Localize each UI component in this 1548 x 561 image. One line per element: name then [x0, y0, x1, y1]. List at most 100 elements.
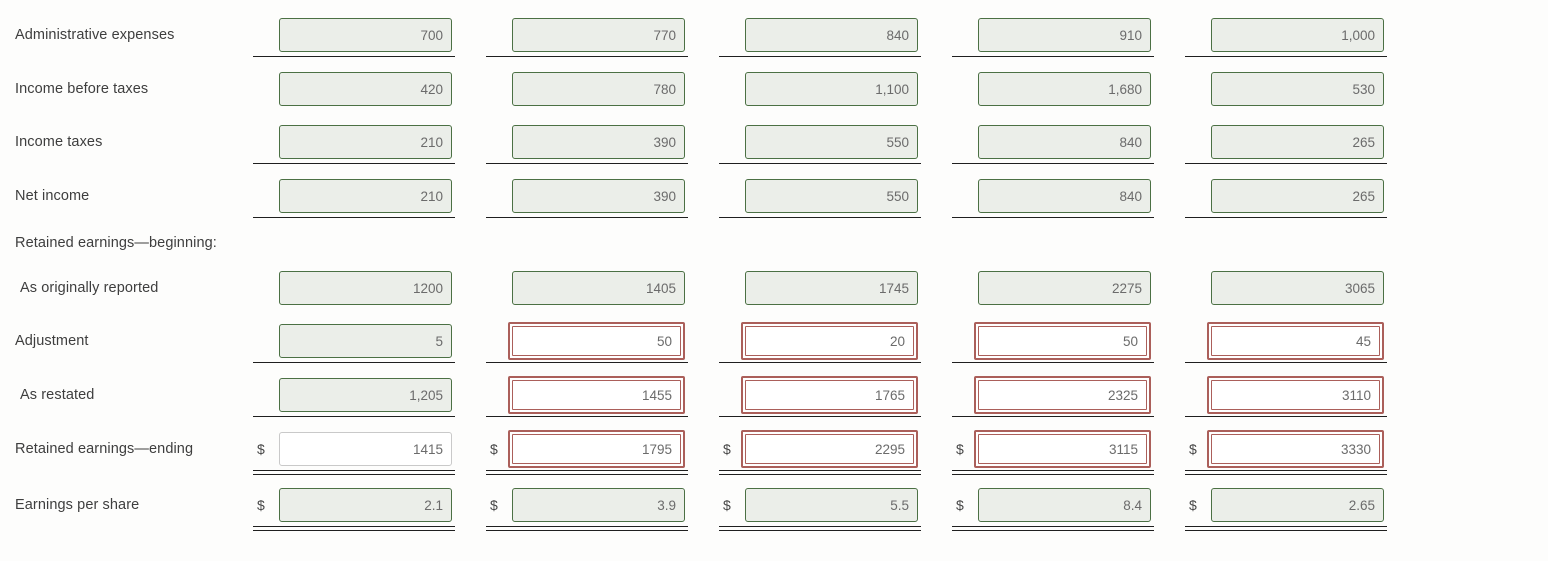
cell-adjustment-col3: [719, 322, 921, 363]
input-net-income-col4[interactable]: [978, 179, 1151, 213]
dollar-sign: $: [723, 497, 731, 513]
cell-income-taxes-col4: [952, 123, 1154, 164]
cell-income-before-taxes-col2: [486, 70, 688, 108]
input-income-before-taxes-col3[interactable]: [745, 72, 918, 106]
cell-net-income-col1: [253, 177, 455, 218]
input-income-taxes-col2[interactable]: [512, 125, 685, 159]
input-as-originally-reported-col2[interactable]: [512, 271, 685, 305]
label-adjustment: Adjustment: [15, 333, 89, 349]
dollar-sign: $: [1189, 497, 1197, 513]
cell-as-originally-reported-col5: [1185, 269, 1387, 307]
cell-adjustment-col4: [952, 322, 1154, 363]
input-as-restated-col2[interactable]: [512, 380, 681, 410]
input-net-income-col5[interactable]: [1211, 179, 1384, 213]
dollar-sign: $: [490, 441, 498, 457]
incorrect-answer-outline: [741, 430, 918, 468]
cell-retained-earnings-ending-col3: $: [719, 430, 921, 475]
label-earnings-per-share: Earnings per share: [15, 497, 140, 513]
input-adjustment-col3[interactable]: [745, 326, 914, 356]
input-retained-earnings-ending-col4[interactable]: [978, 434, 1147, 464]
input-as-originally-reported-col4[interactable]: [978, 271, 1151, 305]
input-administrative-expenses-col1[interactable]: [279, 18, 452, 52]
cell-retained-earnings-ending-col5: $: [1185, 430, 1387, 475]
input-income-before-taxes-col5[interactable]: [1211, 72, 1384, 106]
input-as-restated-col4[interactable]: [978, 380, 1147, 410]
input-adjustment-col2[interactable]: [512, 326, 681, 356]
input-retained-earnings-ending-col3[interactable]: [745, 434, 914, 464]
input-net-income-col1[interactable]: [279, 179, 452, 213]
input-income-taxes-col4[interactable]: [978, 125, 1151, 159]
input-income-taxes-col1[interactable]: [279, 125, 452, 159]
input-retained-earnings-ending-col2[interactable]: [512, 434, 681, 464]
cell-income-before-taxes-col5: [1185, 70, 1387, 108]
row-as-restated: As restated: [0, 376, 1418, 417]
cell-administrative-expenses-col5: [1185, 16, 1387, 57]
cell-as-originally-reported-col4: [952, 269, 1154, 307]
row-income-taxes: Income taxes: [0, 123, 1418, 164]
input-as-restated-col1[interactable]: [279, 378, 452, 412]
cell-earnings-per-share-col5: $: [1185, 486, 1387, 531]
incorrect-answer-outline: [974, 322, 1151, 360]
label-as-restated: As restated: [20, 387, 95, 403]
input-adjustment-col5[interactable]: [1211, 326, 1380, 356]
incorrect-answer-outline: [508, 322, 685, 360]
incorrect-answer-outline: [1207, 376, 1384, 414]
cell-retained-earnings-ending-col4: $: [952, 430, 1154, 475]
input-administrative-expenses-col3[interactable]: [745, 18, 918, 52]
dollar-sign: $: [956, 497, 964, 513]
input-adjustment-col1[interactable]: [279, 324, 452, 358]
input-income-before-taxes-col1[interactable]: [279, 72, 452, 106]
label-retained-earnings-beginning: Retained earnings—beginning:: [15, 235, 217, 251]
input-as-restated-col5[interactable]: [1211, 380, 1380, 410]
cell-administrative-expenses-col1: [253, 16, 455, 57]
input-administrative-expenses-col4[interactable]: [978, 18, 1151, 52]
input-as-originally-reported-col3[interactable]: [745, 271, 918, 305]
input-income-before-taxes-col2[interactable]: [512, 72, 685, 106]
label-income-taxes: Income taxes: [15, 134, 103, 150]
cell-administrative-expenses-col3: [719, 16, 921, 57]
input-adjustment-col4[interactable]: [978, 326, 1147, 356]
cell-retained-earnings-ending-col2: $: [486, 430, 688, 475]
cell-as-originally-reported-col3: [719, 269, 921, 307]
input-earnings-per-share-col5[interactable]: [1211, 488, 1384, 522]
dollar-sign: $: [257, 441, 265, 457]
input-income-taxes-col5[interactable]: [1211, 125, 1384, 159]
row-retained-earnings-beginning: Retained earnings—beginning:: [0, 232, 253, 254]
incorrect-answer-outline: [741, 322, 918, 360]
incorrect-answer-outline: [974, 376, 1151, 414]
label-as-originally-reported: As originally reported: [20, 280, 159, 296]
input-earnings-per-share-col3[interactable]: [745, 488, 918, 522]
cell-earnings-per-share-col2: $: [486, 486, 688, 531]
input-as-restated-col3[interactable]: [745, 380, 914, 410]
input-earnings-per-share-col4[interactable]: [978, 488, 1151, 522]
cell-earnings-per-share-col1: $: [253, 486, 455, 531]
row-retained-earnings-ending: Retained earnings—ending $ $ $ $ $: [0, 430, 1418, 475]
incorrect-answer-outline: [1207, 322, 1384, 360]
incorrect-answer-outline: [974, 430, 1151, 468]
input-retained-earnings-ending-col1[interactable]: [279, 432, 452, 466]
cell-income-before-taxes-col1: [253, 70, 455, 108]
cell-earnings-per-share-col4: $: [952, 486, 1154, 531]
input-earnings-per-share-col1[interactable]: [279, 488, 452, 522]
row-as-originally-reported: As originally reported: [0, 269, 1418, 307]
cell-as-restated-col4: [952, 376, 1154, 417]
input-net-income-col3[interactable]: [745, 179, 918, 213]
row-earnings-per-share: Earnings per share $ $ $ $ $: [0, 486, 1418, 531]
input-income-before-taxes-col4[interactable]: [978, 72, 1151, 106]
input-retained-earnings-ending-col5[interactable]: [1211, 434, 1380, 464]
input-as-originally-reported-col5[interactable]: [1211, 271, 1384, 305]
cell-as-restated-col2: [486, 376, 688, 417]
input-income-taxes-col3[interactable]: [745, 125, 918, 159]
input-administrative-expenses-col5[interactable]: [1211, 18, 1384, 52]
input-as-originally-reported-col1[interactable]: [279, 271, 452, 305]
input-earnings-per-share-col2[interactable]: [512, 488, 685, 522]
label-income-before-taxes: Income before taxes: [15, 81, 149, 97]
dollar-sign: $: [956, 441, 964, 457]
incorrect-answer-outline: [741, 376, 918, 414]
cell-as-originally-reported-col2: [486, 269, 688, 307]
cell-administrative-expenses-col2: [486, 16, 688, 57]
input-net-income-col2[interactable]: [512, 179, 685, 213]
cell-as-restated-col3: [719, 376, 921, 417]
label-administrative-expenses: Administrative expenses: [15, 27, 175, 43]
input-administrative-expenses-col2[interactable]: [512, 18, 685, 52]
